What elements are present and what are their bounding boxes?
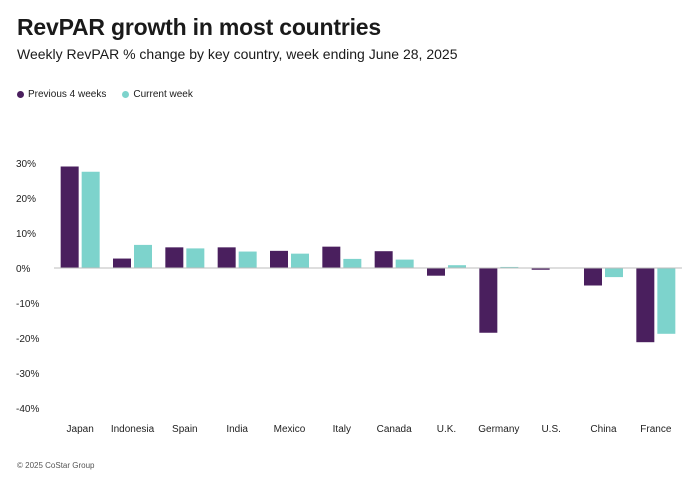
bar-current-indonesia (134, 244, 152, 268)
y-tick-label: 10% (16, 229, 36, 240)
bar-previous-italy (322, 246, 341, 268)
chart-title: RevPAR growth in most countries (17, 14, 381, 40)
legend-item-previous: Previous 4 weeks (17, 89, 106, 100)
x-tick-label: China (590, 424, 617, 435)
legend-swatch-current (122, 91, 130, 98)
x-tick-label: Germany (478, 424, 519, 435)
bar-previous-us (531, 268, 550, 270)
x-tick-label: U.S. (541, 424, 560, 435)
x-tick-label: Spain (172, 424, 198, 435)
bar-previous-germany (479, 268, 498, 333)
legend-item-current: Current week (122, 89, 193, 100)
bar-current-mexico (291, 253, 309, 268)
bar-previous-india (217, 247, 236, 268)
chart-subtitle: Weekly RevPAR % change by key country, w… (17, 46, 458, 62)
bar-current-france (657, 268, 676, 334)
y-tick-label: -20% (16, 334, 39, 345)
bar-current-china (605, 268, 623, 278)
bar-current-italy (343, 258, 362, 268)
bar-current-germany (500, 266, 519, 268)
bar-current-japan (81, 171, 100, 268)
bar-current-india (238, 251, 257, 268)
legend-swatch-previous (17, 91, 24, 98)
legend-label-current: Current week (133, 89, 193, 100)
x-tick-label: Italy (333, 424, 351, 435)
footer-credit: © 2025 CoStar Group (17, 461, 95, 470)
x-tick-label: France (640, 424, 672, 435)
x-tick-label: Japan (67, 424, 94, 435)
y-tick-label: 30% (16, 159, 36, 170)
legend-label-previous: Previous 4 weeks (28, 89, 107, 100)
bar-previous-canada (374, 251, 393, 268)
bar-current-canada (395, 259, 414, 268)
y-tick-label: -10% (16, 299, 39, 310)
bar-previous-uk (427, 268, 445, 276)
x-tick-label: Indonesia (111, 424, 155, 435)
bar-previous-france (636, 268, 655, 343)
bar-current-spain (186, 248, 205, 268)
bar-current-uk (448, 265, 466, 268)
y-tick-label: 20% (16, 194, 36, 205)
x-tick-label: India (226, 424, 248, 435)
y-tick-label: 0% (16, 264, 31, 275)
bar-previous-spain (165, 247, 184, 268)
x-tick-label: Canada (377, 424, 412, 435)
bar-previous-indonesia (113, 258, 131, 268)
y-tick-label: -30% (16, 369, 39, 380)
y-tick-label: -40% (16, 404, 39, 415)
x-tick-label: Mexico (274, 424, 306, 435)
legend: Previous 4 weeks Current week (17, 89, 209, 100)
x-tick-label: U.K. (437, 424, 456, 435)
bar-previous-mexico (270, 250, 288, 268)
bar-previous-china (584, 268, 602, 286)
bar-previous-japan (60, 166, 79, 268)
